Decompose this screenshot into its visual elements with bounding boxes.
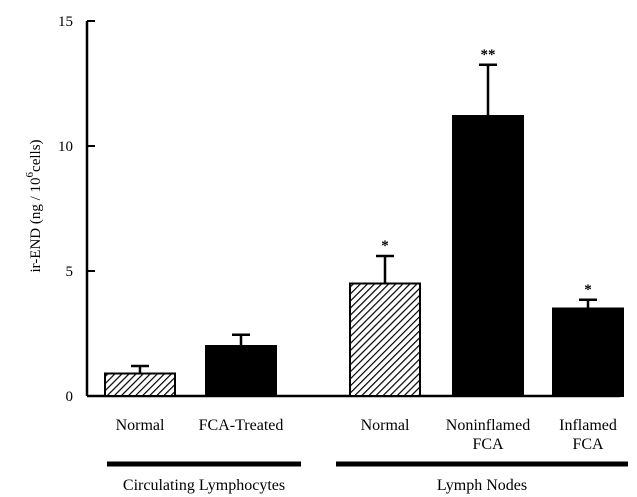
bar (552, 307, 624, 397)
y-tick-label: 0 (66, 389, 74, 405)
group-label: Circulating Lymphocytes (123, 477, 285, 494)
significance-marker: ** (481, 47, 496, 63)
significance-marker: * (381, 238, 389, 254)
group-label: Lymph Nodes (437, 477, 527, 494)
y-tick-label: 15 (58, 14, 73, 30)
category-label: FCA-Treated (199, 417, 284, 434)
category-label: Noninflamed (446, 417, 530, 434)
bar (349, 282, 421, 397)
category-label: FCA (472, 436, 504, 453)
y-tick-label: 10 (58, 139, 73, 155)
category-label: Inflamed (559, 417, 617, 434)
labels: Normal FCA-Treated * Normal ** Noninflamed FCA… (107, 47, 628, 494)
bar (104, 372, 176, 397)
bars (104, 63, 624, 397)
significance-marker: * (584, 282, 592, 298)
axes: 0 5 10 15 (58, 14, 620, 405)
category-label: Normal (361, 417, 410, 434)
category-label: Normal (116, 417, 165, 434)
y-tick-label: 5 (66, 264, 74, 280)
bar (205, 345, 277, 397)
category-label: FCA (572, 436, 604, 453)
y-axis-label: ir-END (ng / 106cells) (24, 139, 44, 272)
bar (452, 115, 524, 397)
